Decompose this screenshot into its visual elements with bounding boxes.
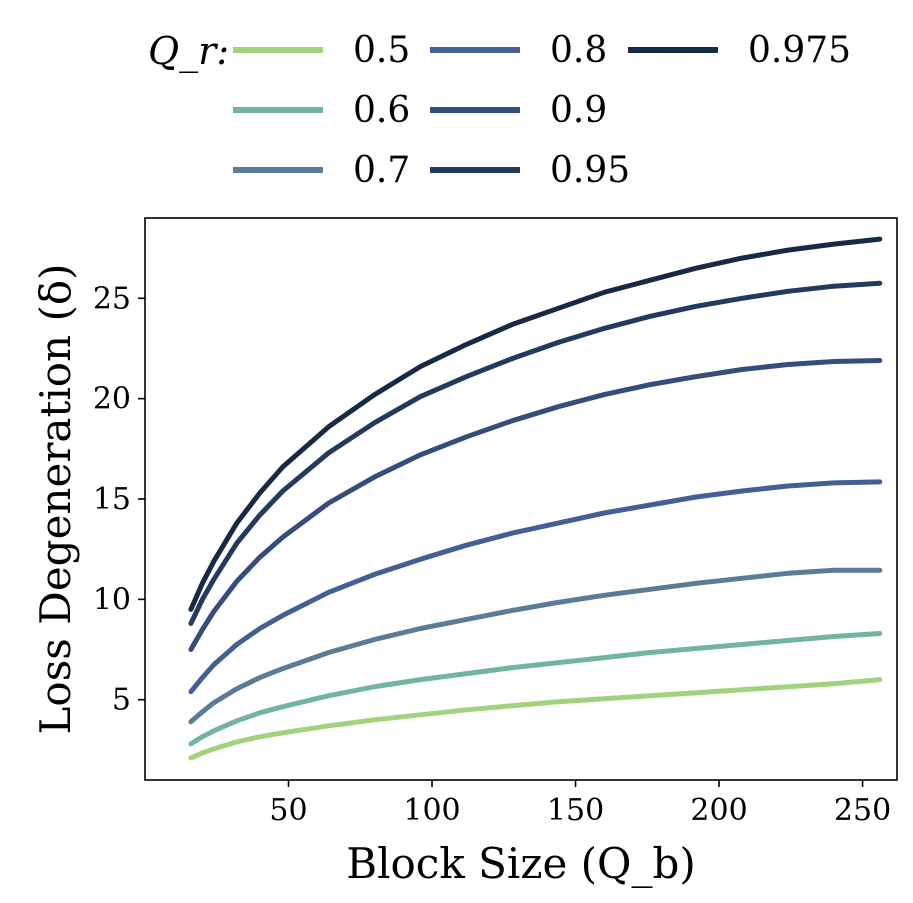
series-line-0-8: [188, 479, 883, 695]
plot-area: 50 100 150 200 250 5 10 15 20 25: [93, 217, 898, 828]
x-tick-label: 250: [834, 793, 891, 828]
series-line-0-7: [188, 567, 883, 725]
y-tick-label: 20: [93, 382, 131, 417]
legend-title: Q_r:: [148, 29, 229, 74]
legend-label-0-95: 0.95: [550, 150, 630, 191]
y-tick-label: 25: [93, 281, 131, 316]
legend-label-0-975: 0.975: [748, 30, 851, 71]
x-tick-label: 100: [403, 793, 460, 828]
y-axis-label: Loss Degeneration (δ): [31, 264, 80, 735]
series-line-0-5: [188, 677, 883, 761]
legend-label-0-8: 0.8: [550, 30, 607, 71]
series-line-0-6: [188, 631, 883, 747]
legend-label-0-6: 0.6: [353, 90, 410, 131]
x-tick-label: 150: [547, 793, 604, 828]
x-axis-label: Block Size (Q_b): [346, 839, 696, 888]
x-tick-label: 50: [269, 793, 307, 828]
y-tick-label: 5: [112, 683, 131, 718]
legend: Q_r: 0.5 0.6 0.7 0.8 0.9 0.95 0.975: [148, 29, 851, 191]
legend-items: 0.5 0.6 0.7 0.8 0.9 0.95 0.975: [233, 30, 851, 191]
x-axis-ticks: 50 100 150 200 250: [269, 780, 891, 828]
series-line-0-95: [188, 280, 883, 626]
series-line-0-975: [188, 236, 883, 612]
x-tick-label: 200: [690, 793, 747, 828]
series-lines: [188, 236, 883, 761]
series-line-0-9: [188, 358, 883, 652]
legend-label-0-5: 0.5: [353, 30, 410, 71]
legend-label-0-7: 0.7: [353, 150, 410, 191]
y-axis-ticks: 5 10 15 20 25: [93, 281, 145, 718]
legend-label-0-9: 0.9: [550, 90, 607, 131]
y-tick-label: 10: [93, 582, 131, 617]
y-tick-label: 15: [93, 482, 131, 517]
